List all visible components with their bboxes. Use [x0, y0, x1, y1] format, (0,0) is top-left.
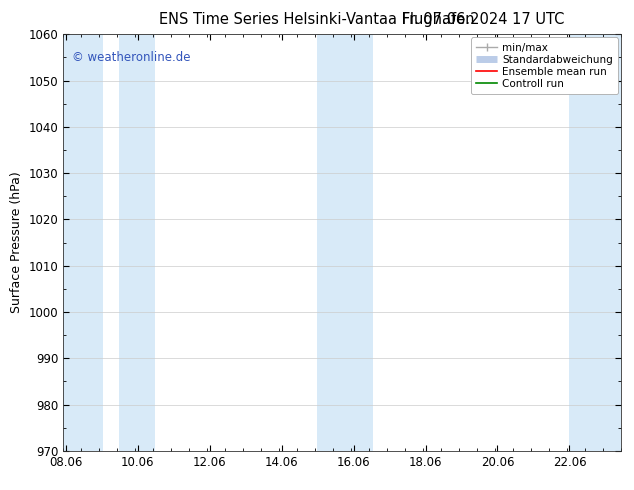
Bar — [317, 34, 373, 451]
Text: Fr. 07.06.2024 17 UTC: Fr. 07.06.2024 17 UTC — [69, 12, 565, 27]
Bar — [63, 34, 103, 451]
Text: ENS Time Series Helsinki-Vantaa Flughafen: ENS Time Series Helsinki-Vantaa Flughafe… — [159, 12, 475, 27]
Bar — [569, 34, 621, 451]
Y-axis label: Surface Pressure (hPa): Surface Pressure (hPa) — [10, 172, 23, 314]
Text: © weatheronline.de: © weatheronline.de — [72, 51, 190, 64]
Bar — [119, 34, 155, 451]
Legend: min/max, Standardabweichung, Ensemble mean run, Controll run: min/max, Standardabweichung, Ensemble me… — [471, 37, 618, 94]
